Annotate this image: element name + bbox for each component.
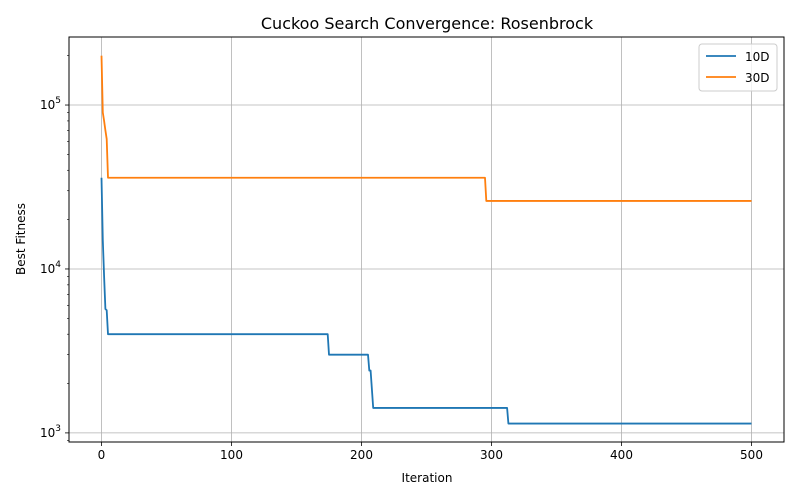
legend-label-10d: 10D bbox=[745, 50, 770, 64]
x-tick-label: 200 bbox=[350, 448, 373, 462]
x-tick-label: 0 bbox=[98, 448, 106, 462]
y-axis-label: Best Fitness bbox=[14, 203, 28, 275]
x-axis-ticks: 0 100 200 300 400 500 bbox=[98, 442, 763, 462]
y-axis-ticks: 103 104 105 bbox=[40, 55, 69, 441]
plot-frame bbox=[68, 36, 785, 443]
grid-lines bbox=[69, 37, 784, 442]
y-tick-label: 103 bbox=[40, 424, 61, 440]
legend: 10D 30D bbox=[698, 43, 778, 92]
series-line-10d bbox=[100, 177, 752, 425]
y-tick-label: 104 bbox=[40, 260, 61, 276]
x-tick-label: 500 bbox=[740, 448, 763, 462]
x-tick-label: 400 bbox=[610, 448, 633, 462]
series-line-30d bbox=[100, 55, 752, 202]
x-axis-label: Iteration bbox=[402, 471, 453, 485]
y-tick-label: 105 bbox=[40, 96, 61, 112]
x-tick-label: 100 bbox=[220, 448, 243, 462]
plot-series bbox=[100, 55, 752, 425]
chart-title: Cuckoo Search Convergence: Rosenbrock bbox=[261, 14, 594, 33]
x-tick-label: 300 bbox=[480, 448, 503, 462]
legend-label-30d: 30D bbox=[745, 71, 770, 85]
